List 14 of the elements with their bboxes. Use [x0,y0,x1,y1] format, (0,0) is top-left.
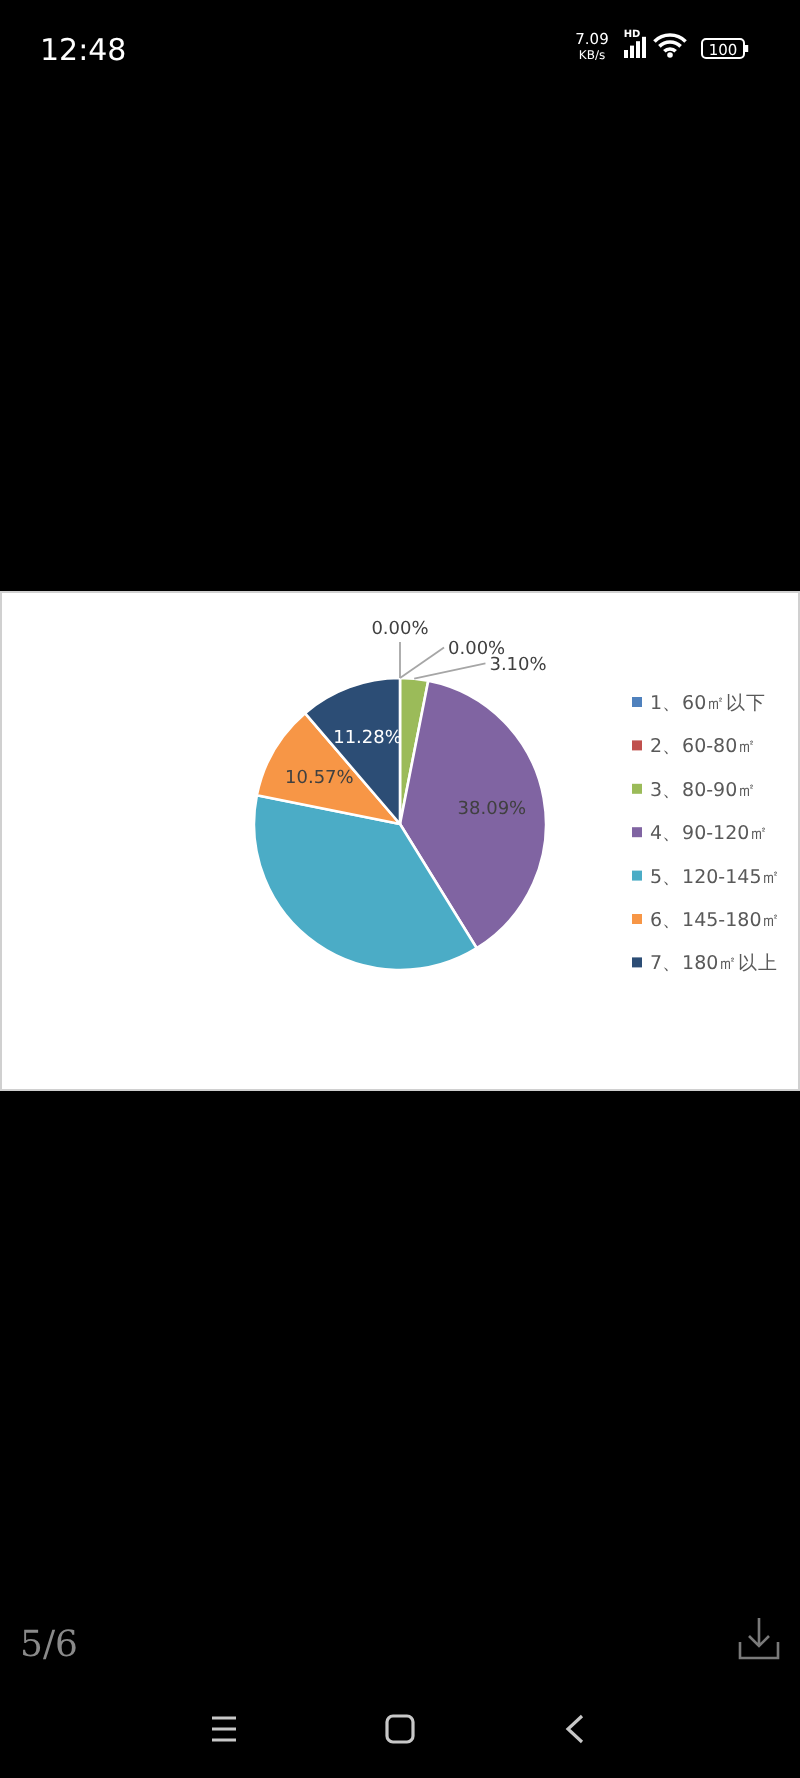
legend-label: 3、80-90㎡ [650,779,758,802]
text: 12:48 [40,32,127,68]
legend-label: 6、145-180㎡ [650,910,782,932]
legend-label: 1、60㎡以下 [650,691,767,715]
legend-label: 5、120-145㎡ [650,866,782,889]
legend-label: 7、180㎡以上 [650,951,779,976]
legend-label: 4、90-120㎡ [650,823,770,846]
text: 0.00% [371,620,429,640]
data-label: 38.09% [457,799,528,820]
legend-label: 2、60-80㎡ [650,736,758,759]
data-label: 3.10% [489,656,548,677]
text: 5/6 [20,1624,78,1666]
data-label: 10.57% [285,769,355,790]
data-label: 11.28% [333,728,403,749]
